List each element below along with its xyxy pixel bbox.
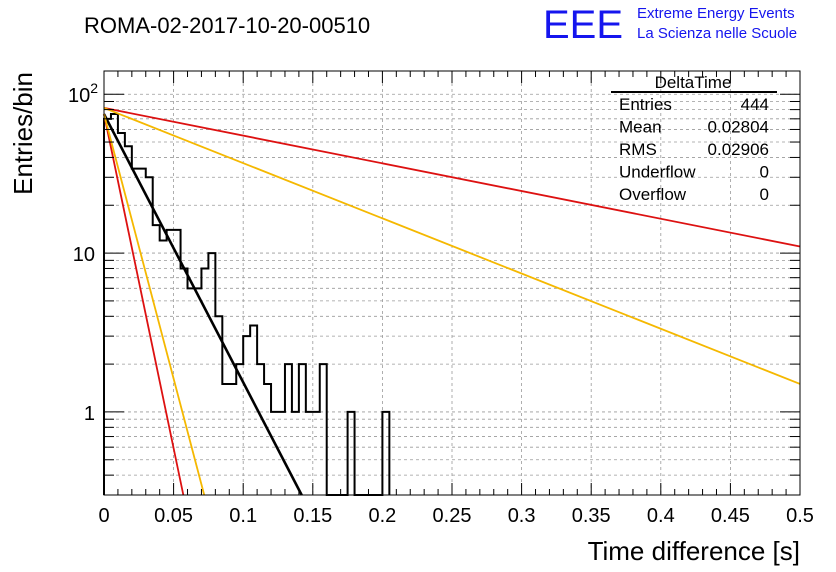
chart-title: ROMA-02-2017-10-20-00510: [84, 13, 370, 38]
fit-curve-1: [102, 113, 303, 496]
stats-value: 0: [760, 185, 769, 204]
axis-ticks: [103, 71, 801, 496]
stats-title: DeltaTime: [655, 73, 732, 92]
x-tick-label: 0.4: [647, 505, 675, 527]
stats-rows: Entries 444 Mean 0.02804 RMS 0.02906 Underflow…: [619, 95, 769, 204]
logo-line1: Extreme Energy Events: [637, 5, 795, 22]
stats-value: 0.02906: [708, 140, 769, 159]
stats-label: Overflow: [619, 185, 687, 204]
y-tick-label: 102: [68, 80, 98, 107]
x-axis-label: Time difference [s]: [588, 536, 800, 566]
stats-label: Mean: [619, 118, 662, 137]
x-tick-label: 0.2: [368, 505, 396, 527]
x-tick-label: 0.3: [508, 505, 536, 527]
x-tick-label: 0.35: [572, 505, 611, 527]
x-tick-label: 0.15: [293, 505, 332, 527]
stats-value: 0.02804: [708, 118, 769, 137]
stats-box: DeltaTime Entries 444 Mean 0.02804 RMS 0.0290…: [611, 73, 777, 204]
fit-curve-4: [103, 113, 185, 496]
x-tick-label: 0.1: [229, 505, 257, 527]
stats-label: Underflow: [619, 163, 696, 182]
stats-value: 444: [741, 95, 769, 114]
fit-curves: [102, 107, 801, 496]
x-tick-label: 0.05: [154, 505, 193, 527]
fit-curve-3: [103, 107, 801, 385]
stats-label: RMS: [619, 140, 657, 159]
x-tick-labels: 0 0.05 0.1 0.15 0.2 0.25 0.3 0.35 0.4 0.45 0.5: [98, 505, 813, 527]
logo-line2: La Scienza nelle Scuole: [637, 25, 797, 42]
fit-curve-5: [103, 113, 206, 496]
histogram: [103, 113, 391, 496]
x-tick-label: 0: [98, 505, 109, 527]
x-tick-label: 0.5: [786, 505, 814, 527]
stats-label: Entries: [619, 95, 672, 114]
y-tick-label: 10: [73, 244, 95, 266]
y-axis-label: Entries/bin: [8, 72, 38, 195]
logo-mark: EEE: [543, 3, 623, 47]
histogram-steps: [103, 113, 391, 496]
stats-value: 0: [760, 163, 769, 182]
grid: [104, 71, 800, 496]
x-tick-label: 0.45: [711, 505, 750, 527]
x-tick-label: 0.25: [433, 505, 472, 527]
fit-curve-2: [103, 107, 801, 248]
y-tick-labels: 1 10 102: [68, 80, 98, 425]
y-tick-label: 1: [84, 403, 95, 425]
